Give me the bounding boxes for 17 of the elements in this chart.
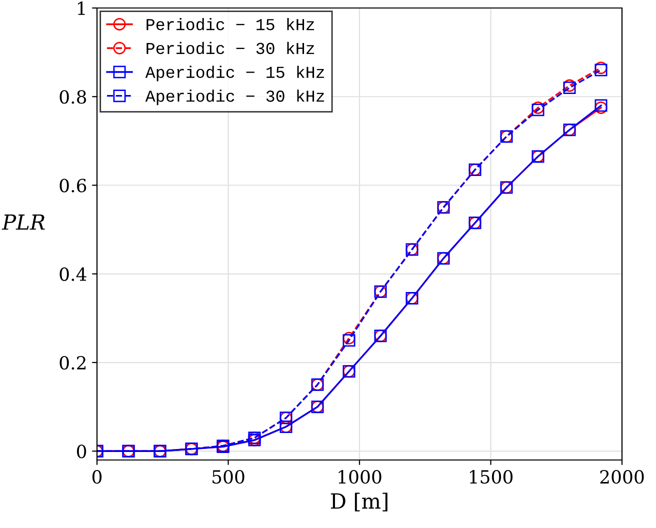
x-tick-label: 0 <box>92 470 102 484</box>
legend-label: Aperiodic − 30 kHz <box>145 90 324 106</box>
legend-label: Periodic − 30 kHz <box>146 42 314 54</box>
y-tick-label: 0.4 <box>60 267 86 281</box>
y-tick-label: 0.2 <box>60 356 86 370</box>
y-axis-title: PLR <box>2 214 45 230</box>
legend-label: Periodic − 15 kHz <box>146 18 314 30</box>
y-tick-label: 0.8 <box>60 90 86 104</box>
x-tick-label: 500 <box>212 470 244 484</box>
x-tick-label: 1500 <box>470 470 513 484</box>
legend-label: Aperiodic − 15 kHz <box>145 66 324 82</box>
x-axis-title: D [m] <box>330 492 388 512</box>
y-tick-label: 1 <box>78 1 85 15</box>
y-tick-label: 0 <box>76 444 86 458</box>
y-tick-label: 0.6 <box>60 178 86 192</box>
x-tick-label: 2000 <box>600 470 644 484</box>
x-tick-label: 1000 <box>338 470 382 484</box>
